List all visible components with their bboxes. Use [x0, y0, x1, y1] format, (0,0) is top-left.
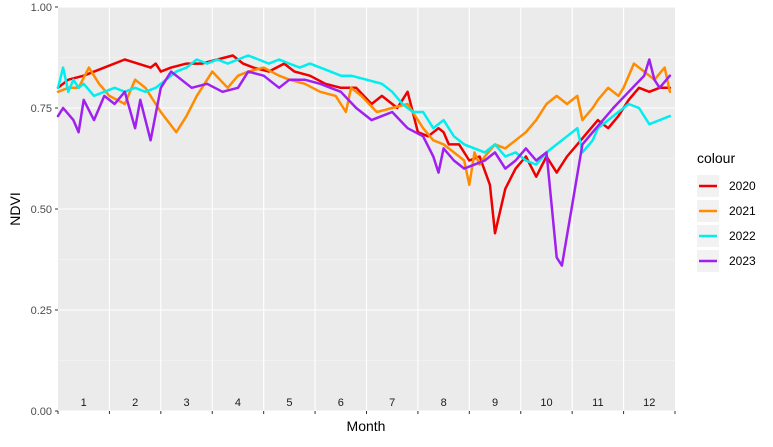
month-label: 3: [183, 397, 189, 409]
month-label: 10: [540, 397, 552, 409]
y-tick-label: 0.50: [31, 204, 52, 216]
series-line-2022: [56, 54, 672, 166]
legend-label-2020: 2020: [729, 179, 756, 193]
month-label: 11: [592, 397, 603, 409]
month-label: 7: [389, 397, 395, 409]
month-label: 6: [338, 397, 344, 409]
month-label: 12: [643, 397, 655, 409]
series-line-2021: [56, 62, 672, 187]
x-axis: [57, 411, 676, 414]
month-labels: 1 2 3 4 5 6 7 8 9 10 11 12: [81, 397, 656, 409]
series-lines: [56, 54, 672, 267]
legend-label-2022: 2022: [729, 229, 756, 243]
month-label: 9: [492, 397, 498, 409]
y-axis-title: NDVI: [7, 192, 23, 225]
month-label: 5: [286, 397, 292, 409]
legend-label-2021: 2021: [729, 204, 756, 218]
legend: colour 2020 2021 2022 2023: [697, 150, 756, 272]
y-tick-label: 0.25: [31, 305, 52, 317]
series-line-2023: [56, 58, 672, 267]
legend-label-2023: 2023: [729, 254, 756, 268]
y-tick-label: 0.00: [31, 406, 52, 418]
y-tick-label: 1.00: [31, 2, 52, 14]
grid-lines: [58, 6, 675, 412]
x-axis-title: Month: [347, 418, 386, 434]
y-axis: 0.00 0.25 0.50 0.75 1.00: [31, 2, 58, 418]
y-tick-label: 0.75: [31, 103, 52, 115]
month-label: 4: [235, 397, 241, 409]
month-label: 1: [81, 397, 87, 409]
legend-title: colour: [697, 150, 735, 166]
month-label: 2: [132, 397, 138, 409]
month-label: 8: [441, 397, 447, 409]
